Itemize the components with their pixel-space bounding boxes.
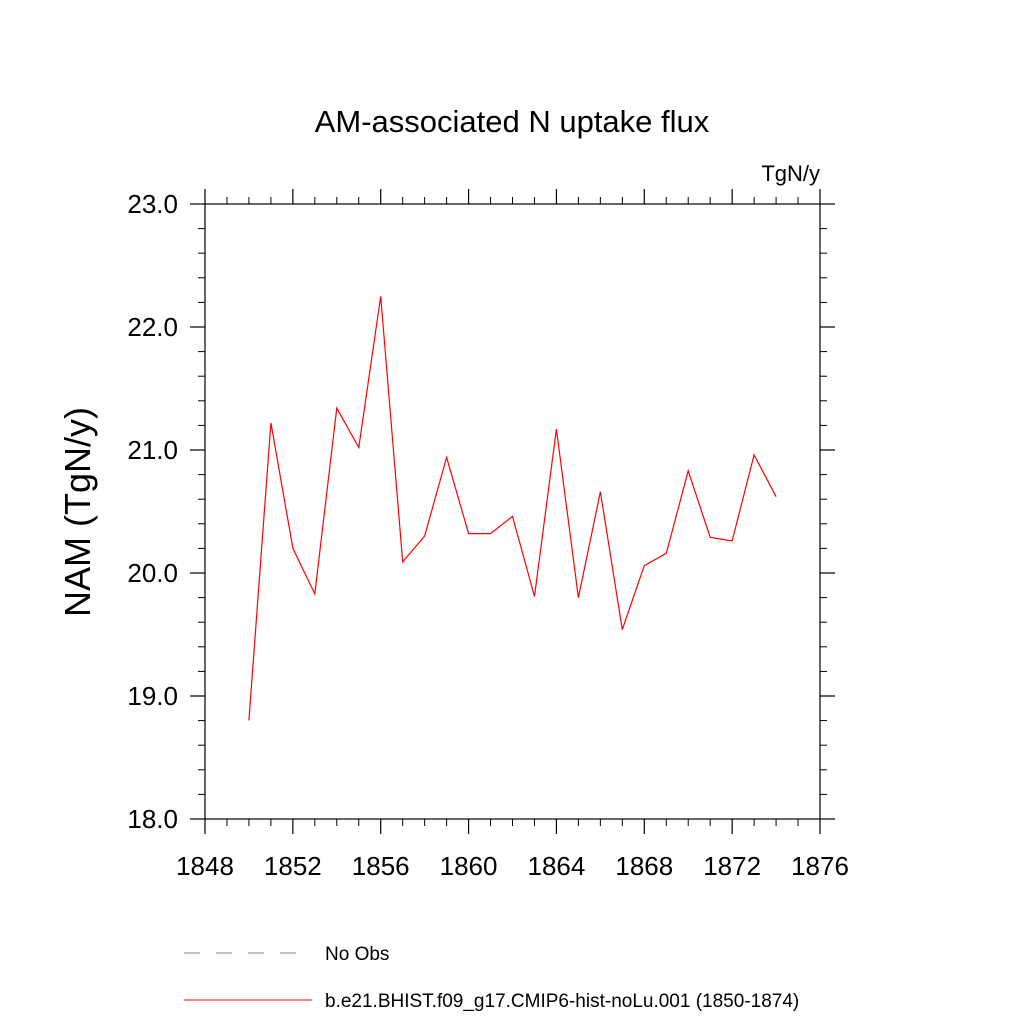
axis-ticks — [190, 189, 835, 834]
series-line — [248, 296, 777, 721]
legend-label: No Obs — [325, 944, 389, 965]
x-tick-label: 1856 — [352, 851, 410, 881]
x-tick-label: 1864 — [528, 851, 586, 881]
x-tick-label: 1852 — [264, 851, 322, 881]
y-tick-label: 20.0 — [127, 558, 178, 588]
plot-frame — [204, 203, 821, 820]
x-tick-label: 1872 — [703, 851, 761, 881]
x-tick-label: 1860 — [440, 851, 498, 881]
data-series — [248, 296, 777, 721]
legend-label: b.e21.BHIST.f09_g17.CMIP6-hist-noLu.001 … — [325, 991, 799, 1012]
y-axis-label: NAM (TgN/y) — [57, 407, 98, 617]
chart-title: AM-associated N uptake flux — [315, 104, 710, 139]
x-tick-label: 1876 — [791, 851, 849, 881]
x-tick-label: 1868 — [615, 851, 673, 881]
units-label: TgN/y — [761, 161, 820, 186]
y-tick-label: 22.0 — [127, 312, 178, 342]
x-tick-labels: 1848 1852 1856 1860 1864 1868 1872 1876 — [176, 851, 849, 881]
x-tick-label: 1848 — [176, 851, 234, 881]
y-tick-label: 18.0 — [127, 804, 178, 834]
y-tick-label: 19.0 — [127, 681, 178, 711]
y-tick-label: 21.0 — [127, 435, 178, 465]
legend: No Obs b.e21.BHIST.f09_g17.CMIP6-hist-noL… — [184, 944, 799, 1012]
y-tick-labels: 18.0 19.0 20.0 21.0 22.0 23.0 — [127, 189, 178, 834]
y-tick-label: 23.0 — [127, 189, 178, 219]
